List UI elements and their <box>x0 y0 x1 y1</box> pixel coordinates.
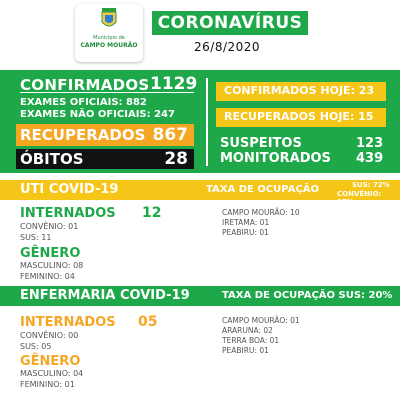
recuperados-label: RECUPERADOS <box>20 126 146 144</box>
enfermaria-taxa: TAXA DE OCUPAÇÃO SUS: 20% <box>222 290 393 301</box>
enfermaria-sus: SUS: 05 <box>20 342 52 351</box>
enfermaria-internados-label: INTERNADOS <box>20 315 116 330</box>
confirmados-hoje: CONFIRMADOS HOJE: 23 <box>224 84 375 97</box>
exames-oficiais: EXAMES OFICIAIS: 882 <box>20 97 147 108</box>
enfermaria-city-item: ARARUNA: 02 <box>222 326 273 335</box>
enfermaria-genero-label: GÊNERO <box>20 354 81 369</box>
vertical-divider <box>206 78 208 166</box>
suspeitos-value: 123 <box>356 136 384 151</box>
suspeitos-label: SUSPEITOS <box>220 136 302 151</box>
logo-subtitle: Município de <box>93 35 125 41</box>
enfermaria-internados-value: 05 <box>138 314 158 330</box>
obitos-label: ÓBITOS <box>20 150 84 168</box>
recuperados-hoje-bar: RECUPERADOS HOJE: 15 <box>216 108 386 127</box>
uti-city-item: PEABIRU: 01 <box>222 228 269 237</box>
logo-name: CAMPO MOURÃO <box>80 42 138 49</box>
exames-nao-oficiais: EXAMES NÃO OFICIAIS: 247 <box>20 109 175 120</box>
enfermaria-header-bar: ENFERMARIA COVID-19 TAXA DE OCUPAÇÃO SUS… <box>0 286 400 306</box>
obitos-value: 28 <box>164 149 188 169</box>
monitorados-label: MONITORADOS <box>220 151 331 166</box>
uti-internados-value: 12 <box>142 205 162 221</box>
obitos-bar: ÓBITOS 28 <box>16 149 194 169</box>
confirmados-label: CONFIRMADOS <box>20 76 150 94</box>
confirmados-value: 1129 <box>150 74 198 94</box>
uti-feminino: FEMININO: 04 <box>20 272 75 281</box>
uti-convenio: CONVÊNIO: 01 <box>20 222 79 231</box>
page-title: CORONAVÍRUS <box>152 11 308 35</box>
uti-taxa-convenio: CONVÊNIO: 17% <box>337 190 382 206</box>
uti-title: UTI COVID-19 <box>20 182 119 197</box>
enfermaria-title: ENFERMARIA COVID-19 <box>20 288 190 303</box>
enfermaria-convenio: CONVÊNIO: 00 <box>20 331 79 340</box>
recuperados-bar: RECUPERADOS 867 <box>16 124 194 146</box>
recuperados-hoje: RECUPERADOS HOJE: 15 <box>224 110 374 123</box>
monitorados-value: 439 <box>356 151 384 166</box>
recuperados-value: 867 <box>152 125 189 145</box>
uti-header-bar: UTI COVID-19 TAXA DE OCUPAÇÃO SUS: 72% C… <box>0 180 400 206</box>
enfermaria-masculino: MASCULINO: 04 <box>20 369 84 378</box>
uti-masculino: MASCULINO: 08 <box>20 261 84 270</box>
uti-sus: SUS: 11 <box>20 233 52 242</box>
confirmados-hoje-bar: CONFIRMADOS HOJE: 23 <box>216 82 386 101</box>
enfermaria-city-item: PEABIRU: 01 <box>222 346 269 355</box>
uti-city-item: IRETAMA: 01 <box>222 218 270 227</box>
logo: Município de CAMPO MOURÃO <box>75 4 143 62</box>
enfermaria-city-item: CAMPO MOURÃO: 01 <box>222 316 300 325</box>
divider-line <box>20 92 194 93</box>
enfermaria-feminino: FEMININO: 01 <box>20 380 75 389</box>
report-date: 26/8/2020 <box>194 40 261 54</box>
uti-genero-label: GÊNERO <box>20 246 81 261</box>
uti-internados-label: INTERNADOS <box>20 206 116 221</box>
uti-taxa-label: TAXA DE OCUPAÇÃO <box>206 184 320 195</box>
uti-taxa-sus: SUS: 72% <box>352 181 390 189</box>
summary-panel: CONFIRMADOS 1129 EXAMES OFICIAIS: 882 EX… <box>0 70 400 173</box>
enfermaria-city-item: TERRA BOA: 01 <box>222 336 280 345</box>
coat-of-arms-icon <box>101 8 117 27</box>
uti-city-item: CAMPO MOURÃO: 10 <box>222 208 300 217</box>
